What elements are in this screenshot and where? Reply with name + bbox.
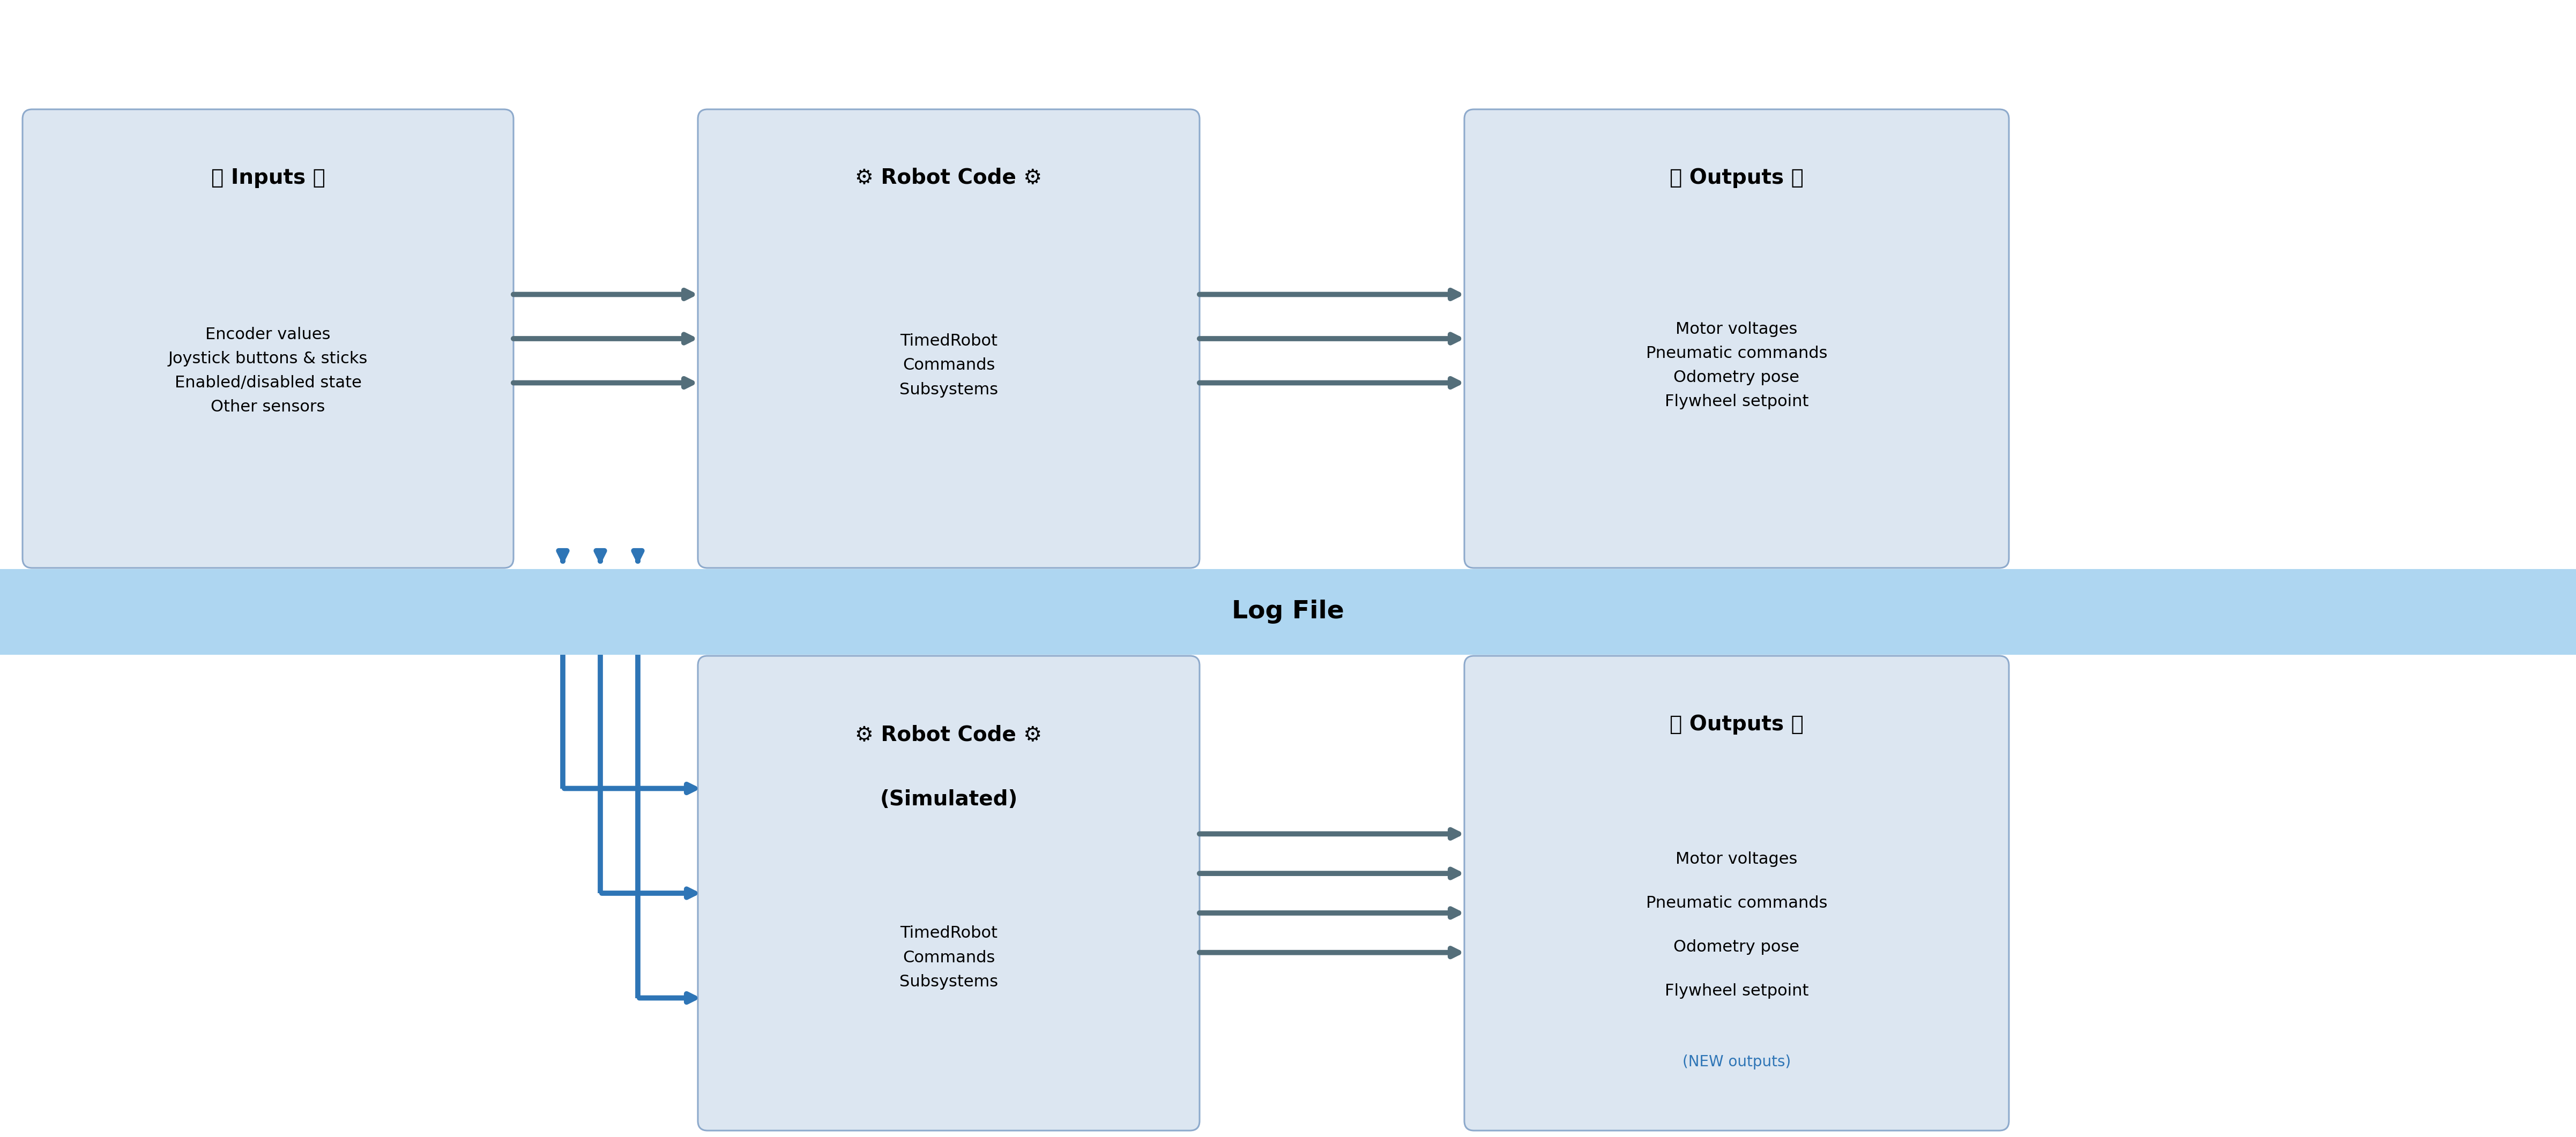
FancyBboxPatch shape bbox=[23, 109, 513, 568]
FancyBboxPatch shape bbox=[698, 656, 1200, 1130]
FancyBboxPatch shape bbox=[698, 109, 1200, 568]
Text: Odometry pose: Odometry pose bbox=[1674, 939, 1801, 955]
Text: TimedRobot
Commands
Subsystems: TimedRobot Commands Subsystems bbox=[899, 926, 997, 989]
Text: Motor voltages: Motor voltages bbox=[1677, 852, 1798, 868]
FancyBboxPatch shape bbox=[0, 568, 2576, 655]
Text: ⚙️ Robot Code ⚙️: ⚙️ Robot Code ⚙️ bbox=[855, 168, 1043, 188]
Text: (NEW outputs): (NEW outputs) bbox=[1682, 1054, 1790, 1070]
Text: 🕹 Inputs 🕹: 🕹 Inputs 🕹 bbox=[211, 168, 325, 188]
Text: Pneumatic commands: Pneumatic commands bbox=[1646, 896, 1826, 911]
Text: ⚙️ Robot Code ⚙️: ⚙️ Robot Code ⚙️ bbox=[855, 725, 1043, 746]
Text: (Simulated): (Simulated) bbox=[881, 789, 1018, 810]
Text: Encoder values
Joystick buttons & sticks
Enabled/disabled state
Other sensors: Encoder values Joystick buttons & sticks… bbox=[167, 326, 368, 415]
Text: 💡 Outputs 💡: 💡 Outputs 💡 bbox=[1669, 714, 1803, 735]
FancyBboxPatch shape bbox=[1463, 656, 2009, 1130]
Text: 💡 Outputs 💡: 💡 Outputs 💡 bbox=[1669, 168, 1803, 188]
Text: Log File: Log File bbox=[1231, 600, 1345, 624]
Text: Flywheel setpoint: Flywheel setpoint bbox=[1664, 984, 1808, 999]
FancyBboxPatch shape bbox=[1463, 109, 2009, 568]
Text: TimedRobot
Commands
Subsystems: TimedRobot Commands Subsystems bbox=[899, 333, 997, 397]
Text: Motor voltages
Pneumatic commands
Odometry pose
Flywheel setpoint: Motor voltages Pneumatic commands Odomet… bbox=[1646, 322, 1826, 409]
